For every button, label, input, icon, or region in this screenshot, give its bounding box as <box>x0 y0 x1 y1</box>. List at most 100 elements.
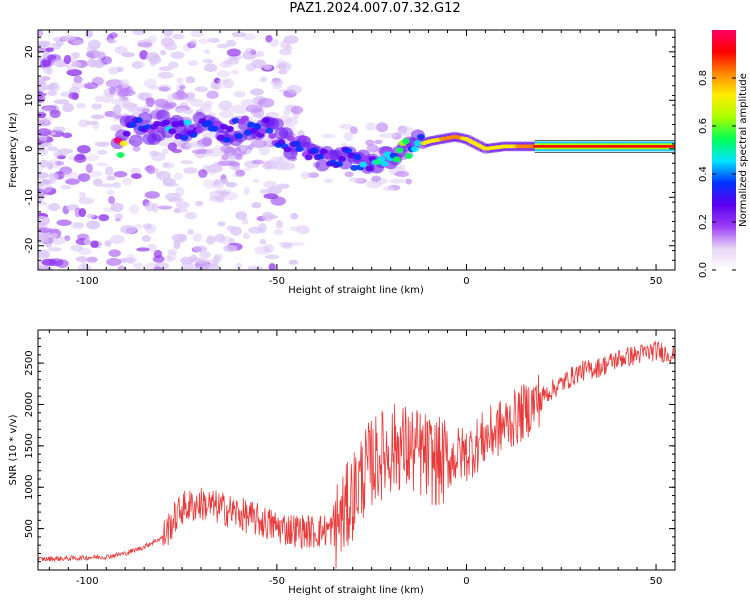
noise-blob <box>344 171 354 178</box>
noise-blob <box>167 197 184 203</box>
noise-blob <box>66 69 83 77</box>
noise-blob <box>157 205 173 210</box>
noise-blob <box>194 86 209 93</box>
ridge-core <box>286 135 295 142</box>
noise-blob <box>71 61 82 67</box>
noise-blob <box>213 178 221 186</box>
noise-blob <box>235 211 247 220</box>
ridge-core <box>119 140 128 147</box>
noise-blob <box>212 180 225 189</box>
noise-blob <box>137 39 144 47</box>
noise-blob <box>289 225 301 232</box>
chart-title: PAZ1.2024.007.07.32.G12 <box>289 1 461 16</box>
noise-blob <box>142 92 153 99</box>
spectrogram-y-tick-label: 0 <box>24 146 35 152</box>
snr-x-tick-label: -100 <box>76 576 99 587</box>
noise-blob <box>173 172 184 181</box>
noise-blob <box>132 30 146 36</box>
noise-blob <box>47 90 58 97</box>
noise-blob <box>209 190 225 200</box>
noise-blob <box>173 240 181 250</box>
noise-blob <box>221 178 229 185</box>
noise-blob <box>264 254 280 260</box>
ridge-core <box>298 135 307 142</box>
noise-blob <box>48 247 62 252</box>
ridge-core <box>322 153 331 160</box>
snr-x-tick-label: 0 <box>463 576 469 587</box>
noise-blob <box>78 197 95 205</box>
spectrogram-x-tick-label: 50 <box>650 276 663 287</box>
noise-blob <box>38 75 50 82</box>
noise-blob <box>52 126 66 132</box>
noise-blob <box>80 258 88 268</box>
spectrogram-y-tick-label: 10 <box>24 94 35 107</box>
noise-blob <box>107 39 117 44</box>
noise-blob <box>366 144 379 153</box>
noise-blob <box>85 163 93 174</box>
ridge-core <box>113 137 122 144</box>
noise-blob <box>235 169 246 177</box>
noise-blob <box>90 240 99 248</box>
noise-blob <box>106 189 115 195</box>
noise-blob <box>57 148 74 154</box>
ridge-core <box>183 119 192 126</box>
ridge-core <box>171 121 180 128</box>
noise-blob <box>259 188 271 195</box>
noise-blob <box>41 258 57 267</box>
noise-blob <box>110 202 124 213</box>
ridge-core <box>213 120 222 127</box>
noise-blob <box>155 171 163 177</box>
noise-blob <box>206 235 216 245</box>
noise-blob <box>145 97 155 103</box>
noise-blob <box>296 225 310 235</box>
noise-blob <box>216 70 231 78</box>
ridge-core <box>344 147 353 154</box>
colorbar-gradient <box>712 30 736 270</box>
noise-blob <box>38 234 45 242</box>
noise-blob <box>231 104 249 114</box>
noise-blob <box>110 234 125 245</box>
noise-blob <box>38 128 52 137</box>
noise-blob <box>61 171 78 179</box>
noise-blob <box>193 265 207 270</box>
noise-blob <box>191 149 208 155</box>
noise-blob <box>92 178 103 187</box>
noise-blob <box>40 179 56 185</box>
noise-blob <box>110 124 123 132</box>
noise-blob <box>219 61 233 69</box>
noise-blob <box>113 171 128 178</box>
noise-blob <box>300 171 311 180</box>
noise-blob <box>47 146 58 152</box>
ridge-core <box>292 140 301 147</box>
noise-blob <box>99 183 115 188</box>
noise-blob <box>176 78 184 83</box>
noise-blob <box>251 201 262 209</box>
noise-blob <box>50 232 58 239</box>
noise-blob <box>45 47 54 53</box>
noise-blob <box>187 41 197 49</box>
noise-blob <box>41 117 49 127</box>
ridge-core <box>362 155 371 162</box>
noise-blob <box>265 35 273 43</box>
noise-blob <box>128 204 140 215</box>
noise-blob <box>158 141 170 147</box>
ridge-core <box>134 117 143 124</box>
noise-blob <box>226 48 241 57</box>
noise-blob <box>185 142 201 148</box>
noise-blob <box>144 202 155 212</box>
noise-blob <box>96 162 109 167</box>
noise-blob <box>167 251 177 262</box>
noise-blob <box>92 120 100 130</box>
noise-blob <box>38 94 46 104</box>
ridge-core <box>204 120 213 127</box>
noise-blob <box>213 77 221 84</box>
noise-blob <box>41 105 57 111</box>
ridge-core <box>319 148 328 155</box>
noise-blob <box>175 107 187 113</box>
noise-blob <box>38 30 44 37</box>
noise-blob <box>41 76 51 81</box>
noise-blob <box>279 48 292 56</box>
noise-blob <box>254 50 265 57</box>
noise-blob <box>283 109 291 115</box>
